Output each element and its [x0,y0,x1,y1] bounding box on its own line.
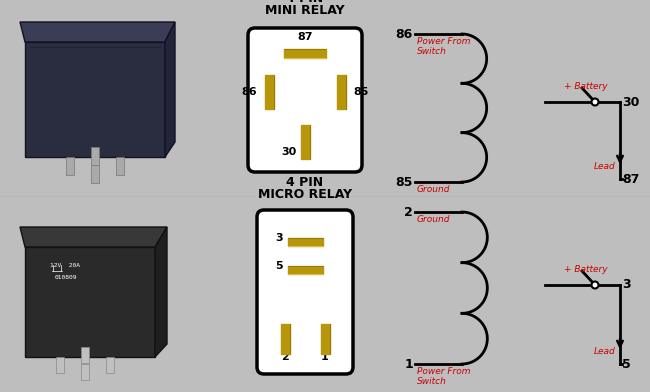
Circle shape [592,281,599,289]
Text: 85: 85 [396,176,413,189]
Bar [25,42,165,157]
Text: 85: 85 [353,87,369,97]
Text: Lead: Lead [593,347,615,356]
Text: Power From
Switch: Power From Switch [417,367,471,387]
Bar [287,238,322,246]
Text: 4 PIN: 4 PIN [287,0,324,5]
Circle shape [592,98,599,105]
Text: 30: 30 [622,96,640,109]
Polygon shape [20,22,175,42]
Bar [91,147,99,165]
Text: 87: 87 [297,32,313,42]
Bar [300,125,309,159]
Text: 010809: 010809 [55,275,77,280]
Bar [25,247,155,357]
Text: + Battery: + Battery [564,82,608,91]
Bar [81,364,89,380]
Polygon shape [155,227,167,357]
Text: 87: 87 [622,172,640,185]
Text: 2: 2 [404,205,413,218]
Text: Ground: Ground [417,215,450,224]
Text: 4 PIN: 4 PIN [287,176,324,189]
Bar [91,165,99,183]
Polygon shape [165,22,175,157]
Bar [284,49,326,58]
Text: + Battery: + Battery [564,265,608,274]
Text: 86: 86 [241,87,257,97]
Polygon shape [20,227,167,247]
FancyBboxPatch shape [257,210,353,374]
FancyBboxPatch shape [248,28,362,172]
Bar [320,324,330,354]
Text: 2: 2 [281,352,289,362]
Text: Power From
Switch: Power From Switch [417,37,471,56]
Text: MINI RELAY: MINI RELAY [265,4,344,17]
Text: 5: 5 [276,261,283,271]
Text: Ground: Ground [417,185,450,194]
Bar [66,157,74,175]
Text: 86: 86 [396,27,413,40]
Bar [337,75,346,109]
Text: 3: 3 [622,278,630,292]
Bar [281,324,289,354]
Text: Lead: Lead [593,162,615,171]
Text: 12V  20A: 12V 20A [50,263,80,268]
Text: 1: 1 [404,358,413,370]
Bar [265,75,274,109]
Bar [56,357,64,373]
Text: 1: 1 [321,352,329,362]
Text: 30: 30 [281,147,297,157]
Bar [81,347,89,363]
Text: 3: 3 [276,233,283,243]
Text: 5: 5 [622,358,630,370]
Bar [106,357,114,373]
Bar [287,266,322,274]
Bar [116,157,124,175]
Text: MICRO RELAY: MICRO RELAY [258,188,352,201]
